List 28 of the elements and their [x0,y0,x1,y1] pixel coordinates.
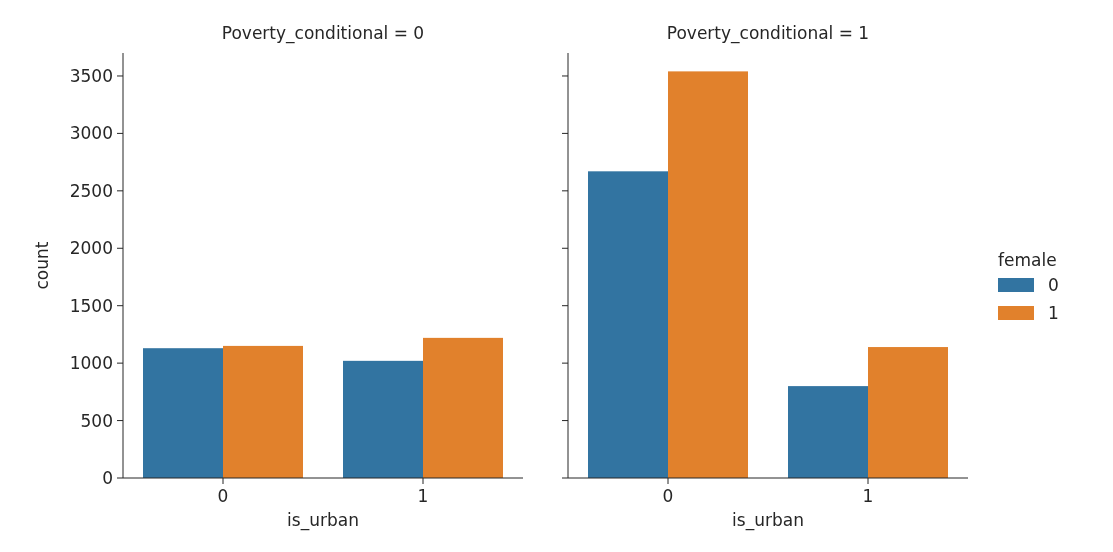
bar [343,360,423,478]
y-axis-title: count [32,241,52,290]
bar [668,71,748,478]
x-tick-label: 1 [417,486,429,506]
chart-title: Poverty_conditional = 1 [666,23,870,44]
legend-label: 0 [1048,274,1059,295]
x-axis-title: is_urban [287,510,359,531]
y-tick-label: 2000 [69,238,113,259]
legend-label: 1 [1048,302,1059,323]
legend-title: female [998,250,1057,270]
x-tick-label: 0 [662,486,674,506]
x-tick-label: 1 [862,486,874,506]
bar [868,347,948,478]
x-tick-label: 0 [217,486,229,506]
y-tick-label: 500 [80,410,113,431]
bar [423,337,503,478]
chart-title: Poverty_conditional = 0 [221,23,425,44]
bar [588,171,668,478]
y-tick-label: 3500 [69,65,113,86]
y-tick-label: 1000 [69,353,113,374]
y-tick-label: 2500 [69,180,113,201]
bar [223,345,303,478]
y-tick-label: 3000 [69,123,113,144]
y-tick-label: 1500 [69,295,113,316]
bar [143,348,223,478]
y-tick-label: 0 [102,467,113,488]
bar [788,386,868,478]
x-axis-title: is_urban [732,510,804,531]
